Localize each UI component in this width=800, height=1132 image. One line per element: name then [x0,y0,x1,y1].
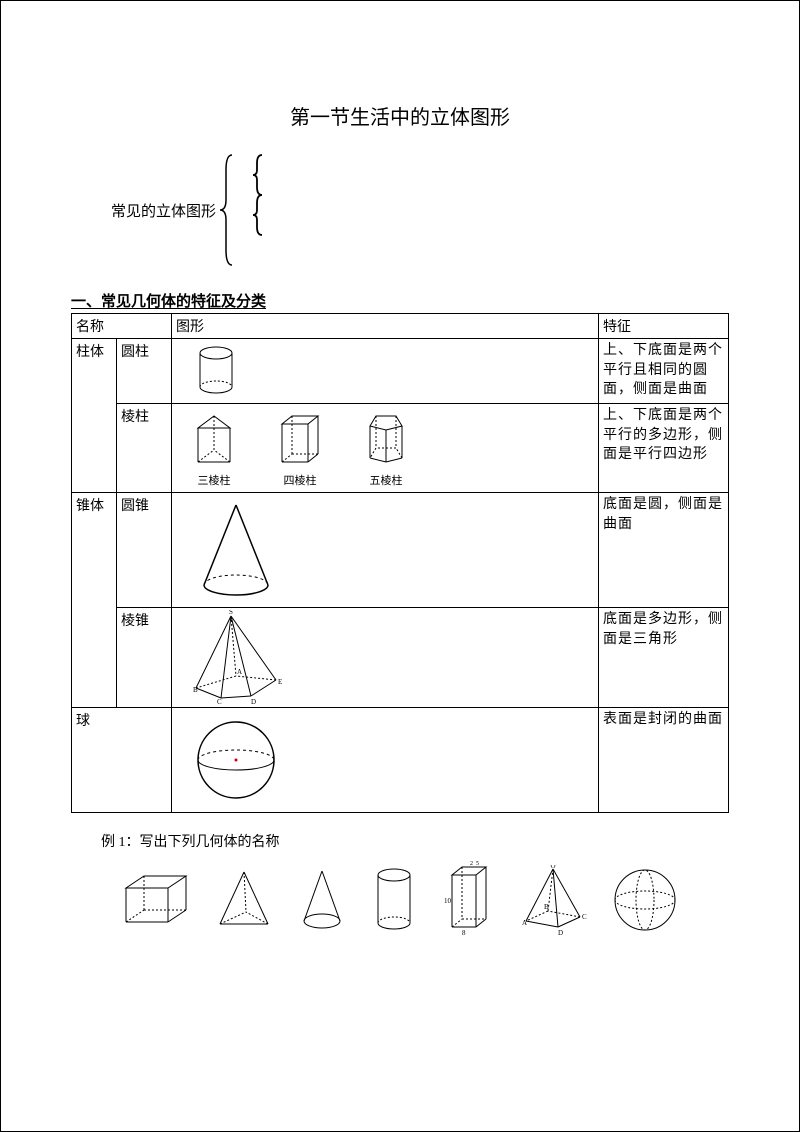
th-shape: 图形 [172,314,599,339]
svg-text:A: A [522,919,527,927]
sphere-icon [186,710,286,810]
svg-text:B: B [544,903,549,911]
cell-cone-desc: 底面是圆，侧面是曲面 [599,493,729,608]
ex-cone-icon [296,867,348,933]
ex-rect-prism-labeled-icon: 10 8 5 2 [440,861,496,939]
svg-text:10: 10 [444,897,452,905]
svg-text:S: S [229,610,233,616]
prism3-label: 三棱柱 [198,472,231,488]
table-header-row: 名称 图形 特征 [72,314,729,339]
section-1-heading: 一、常见几何体的特征及分类 [71,290,729,311]
tree-root-label: 常见的立体图形 [111,200,216,221]
ex-tri-pyramid-icon [214,868,274,932]
cell-pyramid: 棱锥 [117,608,172,708]
page-title: 第一节生活中的立体图形 [71,101,729,130]
table-row: 棱锥 S B C D E A [72,608,729,708]
classification-tree: 常见的立体图形 [111,150,729,270]
cell-sphere-shape [172,708,599,813]
th-name: 名称 [72,314,172,339]
svg-text:8: 8 [462,929,466,937]
svg-text:O: O [550,865,555,870]
cell-cylinder-desc: 上、下底面是两个平行且相同的圆面，侧面是曲面 [599,339,729,404]
prism5-label: 五棱柱 [370,472,403,488]
rectangular-prism-item: 四棱柱 [272,410,328,488]
table-row: 球 表面是封闭的曲面 [72,708,729,813]
rectangular-prism-icon [272,410,328,470]
prism4-label: 四棱柱 [284,472,317,488]
cell-cylinder-shape [172,339,599,404]
cell-cone-shape [172,493,599,608]
pentagonal-prism-item: 五棱柱 [358,410,414,488]
svg-text:B: B [193,686,198,694]
svg-text:E: E [278,678,282,686]
triangular-prism-item: 三棱柱 [186,410,242,488]
table-row: 锥体 圆锥 底面是圆，侧面是曲面 [72,493,729,608]
cell-pyramid-desc: 底面是多边形，侧面是三角形 [599,608,729,708]
triangular-prism-icon [186,410,242,470]
svg-text:2: 2 [470,861,473,867]
cell-prism: 棱柱 [117,404,172,493]
cell-group-sphere: 球 [72,708,172,813]
cell-group-zhu: 柱体 [72,339,117,493]
pyramid-icon: S B C D E A [181,610,291,705]
svg-text:C: C [582,913,587,921]
svg-text:C: C [217,698,222,705]
ex-cuboid-icon [120,870,192,930]
cell-prism-desc: 上、下底面是两个平行的多边形，侧面是平行四边形 [599,404,729,493]
example-shapes-row: 10 8 5 2 O A D C B [71,861,729,939]
svg-text:5: 5 [476,861,479,867]
cell-cone: 圆锥 [117,493,172,608]
svg-text:A: A [237,668,242,676]
table-row: 棱柱 三棱柱 [72,404,729,493]
geometry-table: 名称 图形 特征 柱体 圆柱 上、下底面是两个平行且相同的圆面，侧面是曲面 棱柱 [71,313,729,813]
pentagonal-prism-icon [358,410,414,470]
cell-prism-shapes: 三棱柱 四 [172,404,599,493]
cell-cylinder: 圆柱 [117,339,172,404]
cylinder-icon [186,341,246,401]
table-row: 柱体 圆柱 上、下底面是两个平行且相同的圆面，侧面是曲面 [72,339,729,404]
cell-sphere-desc: 表面是封闭的曲面 [599,708,729,813]
ex-cylinder-icon [370,865,418,935]
ex-square-pyramid-icon: O A D C B [518,865,588,935]
brace-icon [218,150,338,270]
document-page: 第一节生活中的立体图形 常见的立体图形 一、常见几何体的特征及分类 名称 图形 … [0,0,800,1132]
cone-icon [186,495,286,605]
th-feature: 特征 [599,314,729,339]
cell-group-zhui: 锥体 [72,493,117,708]
ex-sphere-icon [610,865,680,935]
svg-text:D: D [251,698,256,705]
example-1-label: 例 1：写出下列几何体的名称 [101,831,729,851]
cell-pyramid-shape: S B C D E A [172,608,599,708]
svg-text:D: D [558,929,563,935]
